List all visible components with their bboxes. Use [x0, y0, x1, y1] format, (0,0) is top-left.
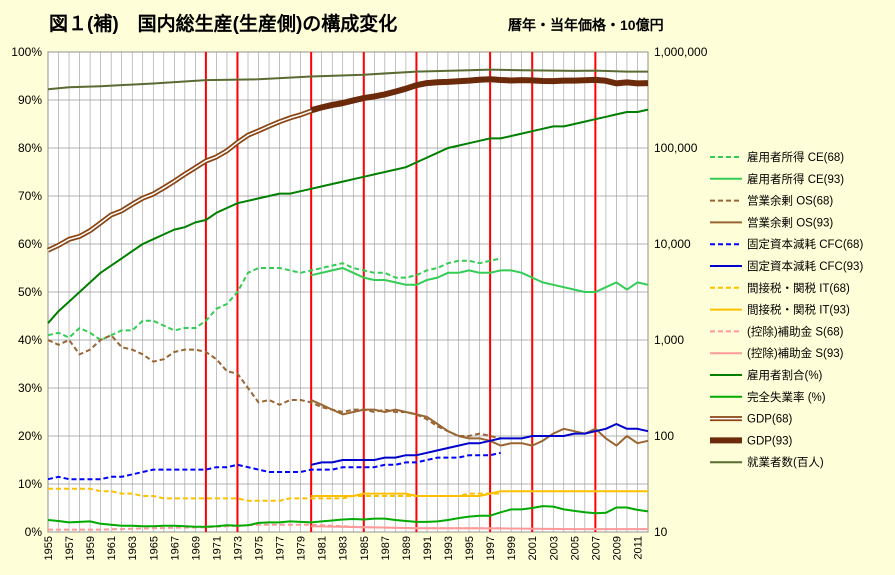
- y-right-tick-label: 100,000: [654, 141, 698, 155]
- x-tick-label: 1973: [232, 536, 244, 560]
- x-tick-label: 1977: [275, 536, 287, 560]
- chart-title: 図１(補) 国内総生産(生産側)の構成変化: [49, 12, 397, 35]
- x-tick-label: 1997: [485, 536, 497, 560]
- x-tick-label: 1955: [43, 536, 55, 560]
- x-tick-label: 2011: [632, 536, 644, 560]
- y-left-tick-label: 70%: [18, 189, 42, 203]
- legend-label: 完全失業率 (%): [747, 390, 826, 404]
- series-line: [310, 267, 649, 293]
- x-tick-label: 1975: [254, 536, 266, 560]
- y-right-tick-label: 10: [654, 525, 668, 539]
- plot-area: 0% 10% 20% 30% 40% 50% 60% 70% 80% 90% 100% 10 100 1,…: [11, 45, 863, 560]
- x-tick-label: 2003: [548, 536, 560, 560]
- y-left-tick-label: 60%: [18, 237, 42, 251]
- y-left-tick-label: 40%: [18, 333, 42, 347]
- legend-label: (控除)補助金 S(93): [747, 346, 844, 360]
- x-tick-label: 2007: [590, 536, 602, 560]
- y-left-tick-label: 50%: [18, 285, 42, 299]
- x-tick-label: 1999: [506, 536, 518, 560]
- y-right-tick-label: 10,000: [654, 237, 691, 251]
- y-right-tick-label: 1,000: [654, 333, 684, 347]
- legend-label: 就業者数(百人): [747, 455, 824, 469]
- y-left-tick-label: 0%: [25, 525, 43, 539]
- x-tick-label: 1967: [169, 536, 181, 560]
- legend-label: 固定資本減耗 CFC(93): [747, 259, 863, 273]
- x-tick-label: 1983: [338, 536, 350, 560]
- x-tick-label: 1981: [317, 536, 329, 560]
- series-line: [310, 423, 649, 466]
- series-line: [47, 451, 501, 481]
- series-line: [47, 505, 649, 528]
- x-tick-label: 2005: [569, 536, 581, 560]
- y-right-tick-label: 1,000,000: [654, 45, 708, 59]
- x-tick-label: 1959: [85, 536, 97, 560]
- x-tick-label: 1965: [148, 536, 160, 560]
- legend-label: GDP(68): [747, 414, 793, 426]
- x-tick-label: 1961: [106, 536, 118, 560]
- series-line: [47, 68, 648, 91]
- legend-label: 雇用者所得 CE(68): [747, 150, 844, 164]
- series-line: [47, 257, 501, 341]
- legend-label: 営業余剰 OS(93): [747, 215, 833, 229]
- x-tick-label: 2009: [611, 536, 623, 560]
- y-left-tick-label: 10%: [18, 477, 42, 491]
- x-tick-label: 1985: [359, 536, 371, 560]
- series-line: [310, 399, 649, 447]
- y-left-tick-label: 30%: [18, 381, 42, 395]
- chart-subtitle: 暦年・当年価格・10億円: [508, 17, 664, 33]
- series-group: [46, 68, 649, 531]
- series-line: [311, 490, 648, 497]
- x-tick-label: 1993: [443, 536, 455, 560]
- series-line: [47, 334, 501, 440]
- y-left-tick-label: 80%: [18, 141, 42, 155]
- x-tick-label: 1989: [401, 536, 413, 560]
- legend: 雇用者所得 CE(68) 雇用者所得 CE(93) 営業余剰 OS(68) 営業余剰 …: [710, 150, 863, 469]
- legend-label: 間接税・関税 IT(68): [747, 281, 850, 295]
- x-tick-label: 2001: [527, 536, 539, 560]
- y-right-tick-label: 100: [654, 429, 674, 443]
- series-line: [47, 108, 649, 324]
- x-tick-label: 1971: [211, 536, 223, 560]
- x-tick-label: 1991: [422, 536, 434, 560]
- x-tick-label: 1995: [464, 536, 476, 560]
- legend-label: 固定資本減耗 CFC(68): [747, 237, 863, 251]
- x-tick-label: 1979: [296, 536, 308, 560]
- legend-label: 雇用者割合(%): [747, 368, 823, 382]
- series-line: [311, 525, 648, 531]
- y-left-tick-label: 20%: [18, 429, 42, 443]
- legend-label: 営業余剰 OS(68): [747, 194, 833, 208]
- legend-label: 間接税・関税 IT(93): [747, 303, 850, 317]
- legend-label: 雇用者所得 CE(93): [747, 172, 844, 186]
- x-tick-label: 1963: [127, 536, 139, 560]
- y-left-tick-label: 90%: [18, 93, 42, 107]
- x-tick-label: 1957: [64, 536, 76, 560]
- legend-label: GDP(93): [747, 435, 793, 447]
- legend-label: (控除)補助金 S(68): [747, 324, 844, 338]
- x-tick-label: 1969: [190, 536, 202, 560]
- x-tick-label: 1987: [380, 536, 392, 560]
- y-left-tick-label: 100%: [11, 45, 42, 59]
- series-line: [310, 76, 649, 114]
